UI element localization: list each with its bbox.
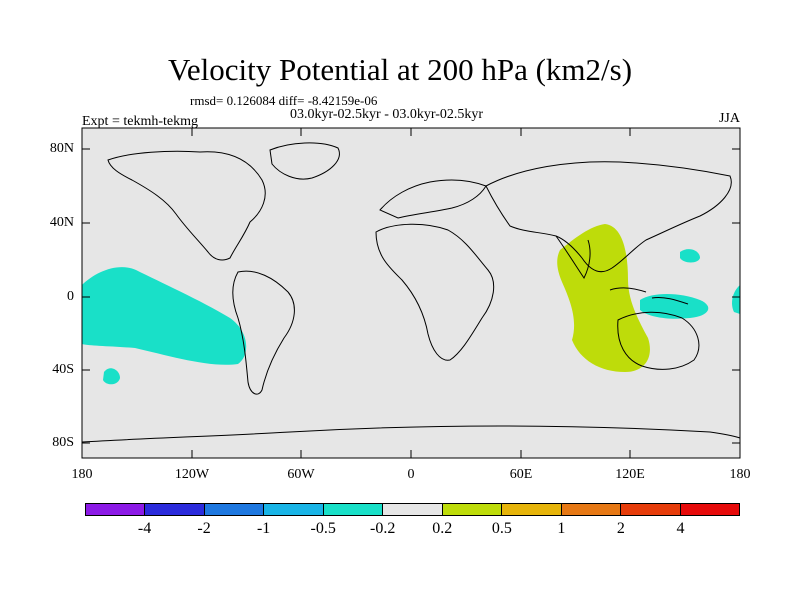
season-label: JJA: [718, 111, 740, 126]
indonesia-coast: [609, 287, 689, 305]
colorbar-label-8: 2: [616, 520, 625, 537]
colorbar-swatch-6: [442, 504, 503, 515]
colorbar-label-5: 0.2: [432, 520, 453, 537]
experiment-line: 03.0kyr-02.5kyr - 03.0kyr-02.5kyr: [290, 107, 484, 122]
lon-label-180e: 180: [729, 467, 751, 482]
australia-coast: [617, 311, 700, 370]
colorbar-label-9: 4: [676, 520, 685, 537]
colorbar: [85, 503, 740, 516]
antarctica-coast: [81, 425, 741, 443]
lon-label-0: 0: [407, 467, 415, 482]
map-background: [82, 128, 740, 458]
lon-label-180w: 180: [71, 467, 93, 482]
colorbar-swatch-0: [86, 504, 146, 515]
expt-label: Expt = tekmh-tekmg: [82, 114, 198, 129]
coastlines: [81, 142, 741, 443]
colorbar-swatch-5: [383, 504, 443, 515]
colorbar-swatch-4: [323, 504, 384, 515]
stats-line: rmsd= 0.126084 diff= -8.42159e-06: [190, 93, 378, 108]
colorbar-label-2: -1: [256, 520, 271, 537]
dateline-negative-region: [732, 285, 740, 314]
lat-label-40s: 40S: [52, 362, 74, 377]
lon-label-60w: 60W: [287, 467, 315, 482]
south-america-coast: [232, 270, 295, 395]
lat-label-0: 0: [67, 289, 74, 304]
east-pacific-negative-region: [82, 267, 247, 365]
lon-label-120w: 120W: [174, 467, 210, 482]
lat-label-40n: 40N: [49, 215, 74, 230]
colorbar-swatch-8: [561, 504, 622, 515]
colorbar-swatch-1: [145, 504, 205, 515]
india-coast: [555, 235, 591, 279]
colorbar-swatch-2: [204, 504, 265, 515]
lon-label-120e: 120E: [615, 467, 645, 482]
colorbar-label-0: -4: [137, 520, 152, 537]
greenland-coast: [269, 142, 340, 180]
colorbar-swatch-10: [680, 504, 739, 515]
colorbar-label-4: -0.2: [370, 520, 396, 537]
north-america-coast: [107, 150, 266, 261]
colorbar-label-1: -2: [197, 520, 211, 537]
africa-coast: [375, 223, 495, 361]
indian-ocean-positive-region: [557, 224, 650, 372]
lat-label-80n: 80N: [49, 141, 74, 156]
west-pacific-negative-blob: [680, 249, 700, 263]
colorbar-swatch-7: [502, 504, 562, 515]
positive-anomaly-regions: [557, 224, 650, 372]
axis-ticks: [81, 128, 741, 458]
asia-coast: [485, 161, 732, 273]
colorbar-swatch-3: [264, 504, 324, 515]
plot-title: Velocity Potential at 200 hPa (km2/s): [167, 52, 633, 87]
south-pacific-negative-blob: [103, 368, 120, 385]
lon-label-60e: 60E: [509, 467, 533, 482]
lat-label-80s: 80S: [52, 435, 74, 450]
colorbar-label-6: 0.5: [491, 520, 512, 537]
colorbar-label-7: 1: [557, 520, 566, 537]
colorbar-label-3: -0.5: [310, 520, 336, 537]
colorbar-swatch-9: [621, 504, 681, 515]
